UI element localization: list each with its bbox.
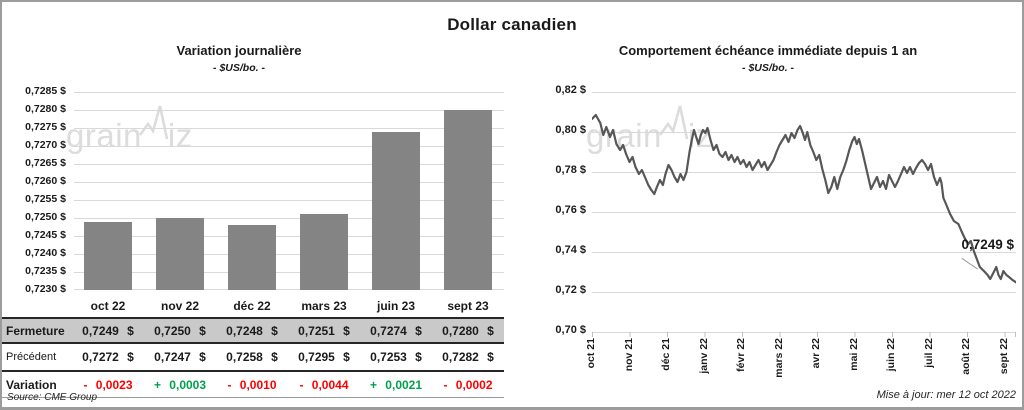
bar-chart bbox=[72, 92, 504, 290]
line-chart bbox=[592, 92, 1016, 337]
gridline bbox=[74, 289, 504, 290]
right-chart-title: Comportement échéance immédiate depuis 1… bbox=[618, 43, 918, 58]
row-label: Variation bbox=[6, 377, 57, 392]
bar bbox=[372, 131, 420, 290]
x-axis-label: mai 22 bbox=[847, 338, 860, 371]
row-label: Fermeture bbox=[6, 323, 65, 338]
y-axis-label: 0,74 $ bbox=[555, 244, 586, 256]
last-price-annotation: 0,7249 $ bbox=[961, 237, 1014, 252]
table-cell: + 0,0021 bbox=[369, 377, 423, 392]
table-cell: 0,7253 $ bbox=[370, 350, 422, 364]
annotation-leader-line bbox=[961, 257, 979, 270]
table-row: Variation - 0,0023 + 0,0003 - 0,0010 - 0,004… bbox=[2, 372, 504, 398]
x-axis-label: avr 22 bbox=[810, 338, 822, 369]
column-header: juin 23 bbox=[376, 298, 415, 313]
bar-chart-y-axis: 0,7285 $ 0,7280 $ 0,7275 $ 0,7270 $ 0,7265 $… bbox=[2, 85, 66, 295]
y-axis-label: 0,78 $ bbox=[555, 164, 586, 176]
page-title: Dollar canadien bbox=[447, 15, 577, 34]
gridline bbox=[74, 110, 504, 111]
x-axis-label: mars 22 bbox=[772, 338, 785, 378]
x-axis-label: déc 21 bbox=[660, 338, 672, 371]
x-axis-label: juin 22 bbox=[885, 338, 897, 372]
x-axis-label: juil 22 bbox=[922, 338, 935, 368]
trend-panel: Comportement échéance immédiate depuis 1… bbox=[514, 2, 1022, 407]
table-cell: + 0,0003 bbox=[153, 377, 207, 392]
gridline bbox=[74, 218, 504, 219]
column-header: nov 22 bbox=[160, 298, 199, 313]
y-axis-label: 0,70 $ bbox=[555, 324, 586, 336]
left-chart-subtitle: - $US/bo. - bbox=[213, 62, 265, 74]
bar bbox=[300, 214, 348, 290]
gridline bbox=[74, 182, 504, 183]
daily-variation-panel: Variation journalière - $US/bo. - grain … bbox=[2, 2, 512, 407]
line-series bbox=[592, 113, 1016, 284]
price-table: oct 22 nov 22 déc 22 mars 23 juin 23 sept 23 F… bbox=[2, 294, 504, 398]
gridline bbox=[74, 272, 504, 273]
table-cell: 0,7250 $ bbox=[154, 323, 206, 338]
x-axis-label: févr 22 bbox=[735, 338, 747, 372]
y-axis-label: 0,7280 $ bbox=[25, 103, 66, 115]
y-axis-label: 0,7265 $ bbox=[25, 157, 66, 169]
x-axis-label: nov 21 bbox=[622, 338, 635, 372]
row-label: Précédent bbox=[6, 351, 57, 363]
table-cell: 0,7274 $ bbox=[370, 323, 422, 338]
x-axis-label: août 22 bbox=[960, 338, 972, 375]
bar bbox=[156, 218, 204, 290]
table-row: Précédent 0,7272 $ 0,7247 $ 0,7258 $ 0,7295 … bbox=[2, 344, 504, 372]
column-header: mars 23 bbox=[301, 298, 347, 313]
table-cell: 0,7280 $ bbox=[442, 323, 494, 338]
update-note: Mise à jour: mer 12 oct 2022 bbox=[876, 389, 1016, 401]
table-cell: 0,7249 $ bbox=[82, 323, 134, 338]
right-chart-subtitle: - $US/bo. - bbox=[742, 62, 794, 74]
gridline bbox=[74, 164, 504, 165]
y-axis-label: 0,7240 $ bbox=[25, 247, 66, 259]
table-cell: 0,7247 $ bbox=[154, 350, 206, 364]
table-cell: - 0,0044 bbox=[299, 377, 349, 392]
x-axis-label: sept 22 bbox=[997, 338, 1010, 375]
table-cell: - 0,0023 bbox=[83, 377, 133, 392]
table-cell: 0,7258 $ bbox=[226, 350, 278, 364]
bar bbox=[228, 225, 276, 290]
y-axis-label: 0,7250 $ bbox=[25, 211, 66, 223]
y-axis-label: 0,80 $ bbox=[555, 124, 586, 136]
y-axis-label: 0,76 $ bbox=[555, 204, 586, 216]
gridline bbox=[74, 146, 504, 147]
y-axis-label: 0,7230 $ bbox=[25, 283, 66, 295]
y-axis-label: 0,7285 $ bbox=[25, 85, 66, 97]
column-header: sept 23 bbox=[447, 298, 489, 313]
gridline bbox=[74, 200, 504, 201]
table-cell: 0,7295 $ bbox=[298, 350, 350, 364]
table-cell: 0,7272 $ bbox=[82, 350, 134, 364]
table-row: Fermeture 0,7249 $ 0,7250 $ 0,7248 $ 0,7251 … bbox=[2, 317, 504, 344]
y-axis-label: 0,7275 $ bbox=[25, 121, 66, 133]
table-cell: 0,7282 $ bbox=[442, 350, 494, 364]
table-cell: - 0,0010 bbox=[227, 377, 277, 392]
column-header: déc 22 bbox=[233, 298, 271, 313]
gridline bbox=[74, 254, 504, 255]
y-axis-label: 0,7235 $ bbox=[25, 265, 66, 277]
gridline bbox=[74, 92, 504, 93]
line-chart-y-axis: 0,82 $ 0,80 $ 0,78 $ 0,76 $ 0,74 $ 0,72 $ 0,70… bbox=[514, 84, 586, 338]
y-axis-label: 0,72 $ bbox=[555, 284, 586, 296]
y-axis-label: 0,7245 $ bbox=[25, 229, 66, 241]
table-cell: 0,7248 $ bbox=[226, 323, 278, 338]
y-axis-label: 0,7260 $ bbox=[25, 175, 66, 187]
table-header-row: oct 22 nov 22 déc 22 mars 23 juin 23 sept 23 bbox=[2, 294, 504, 317]
bar bbox=[444, 110, 492, 290]
bar bbox=[84, 221, 132, 290]
table-cell: - 0,0002 bbox=[443, 377, 493, 392]
table-cell: 0,7251 $ bbox=[298, 323, 350, 338]
y-axis-label: 0,7255 $ bbox=[25, 193, 66, 205]
left-chart-title: Variation journalière bbox=[176, 43, 302, 58]
y-axis-label: 0,82 $ bbox=[555, 84, 586, 96]
gridline bbox=[74, 236, 504, 237]
y-axis-label: 0,7270 $ bbox=[25, 139, 66, 151]
column-header: oct 22 bbox=[90, 298, 126, 313]
gridline bbox=[74, 128, 504, 129]
x-axis-label: janv 22 bbox=[697, 338, 710, 374]
x-axis-label: oct 21 bbox=[585, 338, 597, 369]
source-note: Source: CME Group bbox=[7, 392, 98, 403]
